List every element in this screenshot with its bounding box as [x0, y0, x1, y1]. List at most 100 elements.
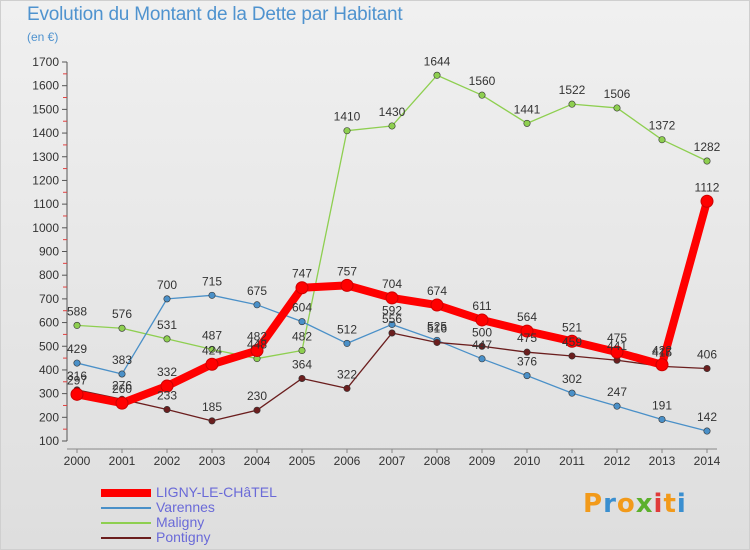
- x-tick-label: 2003: [199, 454, 226, 468]
- data-point: [208, 291, 216, 299]
- data-point: [70, 387, 84, 401]
- data-point: [73, 359, 81, 367]
- data-label: 429: [67, 342, 87, 356]
- data-label: 475: [607, 331, 627, 345]
- y-tick-label: 300: [39, 387, 59, 401]
- x-tick-label: 2006: [334, 454, 361, 468]
- data-label: 447: [472, 338, 492, 352]
- y-tick-label: 1700: [32, 55, 59, 69]
- data-point: [658, 415, 666, 423]
- data-label: 422: [652, 344, 672, 358]
- data-label: 276: [112, 378, 132, 392]
- axes: 100 200 300 400 500 600 700 800 900 1000 1100 1200 1…: [32, 55, 720, 468]
- data-point: [163, 295, 171, 303]
- data-label: 302: [562, 372, 582, 386]
- data-label: 475: [517, 331, 537, 345]
- data-point: [253, 301, 261, 309]
- x-tick-label: 2011: [559, 454, 585, 468]
- data-label: 592: [382, 303, 402, 317]
- y-tick-label: 1200: [32, 173, 59, 187]
- data-point: [163, 405, 171, 413]
- data-point: [703, 365, 711, 373]
- y-tick-label: 1000: [32, 221, 59, 235]
- data-point: [343, 127, 351, 135]
- data-label: 406: [697, 348, 717, 362]
- data-label: 525: [427, 319, 447, 333]
- legend-label: Maligny: [156, 514, 205, 530]
- y-tick-label: 900: [39, 245, 59, 259]
- data-point: [295, 281, 309, 295]
- data-label: 332: [157, 365, 177, 379]
- data-point: [160, 379, 174, 393]
- proxiti-logo: Proxiti: [583, 489, 687, 519]
- data-point: [655, 358, 669, 372]
- data-label: 191: [652, 398, 672, 412]
- data-label: 715: [202, 274, 222, 288]
- data-point: [385, 291, 399, 305]
- data-label: 1506: [604, 87, 631, 101]
- data-label: 588: [67, 304, 87, 318]
- data-point: [568, 100, 576, 108]
- data-label: 556: [382, 312, 402, 326]
- series-layer: [70, 71, 714, 435]
- x-tick-label: 2005: [289, 454, 316, 468]
- data-label: 674: [427, 284, 447, 298]
- data-label: 700: [157, 278, 177, 292]
- data-point: [478, 342, 486, 350]
- data-label: 757: [337, 264, 357, 278]
- data-label: 516: [427, 321, 447, 335]
- y-tick-label: 1300: [32, 150, 59, 164]
- data-point: [610, 345, 624, 359]
- data-point: [568, 389, 576, 397]
- y-tick-label: 800: [39, 268, 59, 282]
- y-tick-label: 1100: [33, 197, 59, 211]
- data-label: 482: [292, 330, 312, 344]
- data-label: 185: [202, 400, 222, 414]
- data-label: 316: [67, 369, 87, 383]
- x-tick-label: 2013: [649, 454, 676, 468]
- y-tick-label: 1400: [32, 126, 59, 140]
- data-point: [253, 406, 261, 414]
- legend-label: LIGNY-LE-CHâTEL: [156, 484, 277, 500]
- legend-swatch: [101, 522, 151, 524]
- data-label: 604: [292, 301, 312, 315]
- x-tick-label: 2009: [469, 454, 496, 468]
- data-point: [115, 396, 129, 410]
- data-point: [205, 357, 219, 371]
- data-label: 611: [472, 299, 491, 313]
- y-tick-label: 500: [39, 339, 59, 353]
- data-point: [343, 384, 351, 392]
- data-label: 1644: [424, 54, 451, 68]
- y-tick-label: 1600: [32, 79, 59, 93]
- legend-label: Pontigny: [156, 529, 211, 545]
- data-point: [478, 355, 486, 363]
- data-label: 260: [112, 382, 132, 396]
- data-label: 424: [202, 343, 222, 357]
- data-point: [388, 320, 396, 328]
- data-point: [565, 334, 579, 348]
- data-label: 415: [652, 345, 672, 359]
- legend-swatch: [101, 507, 151, 509]
- data-label: 142: [697, 410, 717, 424]
- data-point: [208, 417, 216, 425]
- data-label: 1112: [695, 180, 720, 194]
- x-tick-label: 2000: [64, 454, 91, 468]
- data-label: 376: [517, 355, 537, 369]
- data-label: 576: [112, 307, 132, 321]
- y-tick-label: 200: [39, 410, 59, 424]
- data-point: [340, 278, 354, 292]
- data-point: [433, 338, 441, 346]
- data-point: [430, 298, 444, 312]
- data-point: [523, 348, 531, 356]
- x-tick-label: 2012: [604, 454, 631, 468]
- data-point: [298, 347, 306, 355]
- x-tick-label: 2004: [244, 454, 271, 468]
- legend-swatch: [101, 489, 151, 497]
- data-point: [163, 335, 171, 343]
- data-point: [523, 372, 531, 380]
- data-label: 364: [292, 357, 312, 371]
- x-tick-label: 2014: [694, 454, 721, 468]
- data-point: [388, 329, 396, 337]
